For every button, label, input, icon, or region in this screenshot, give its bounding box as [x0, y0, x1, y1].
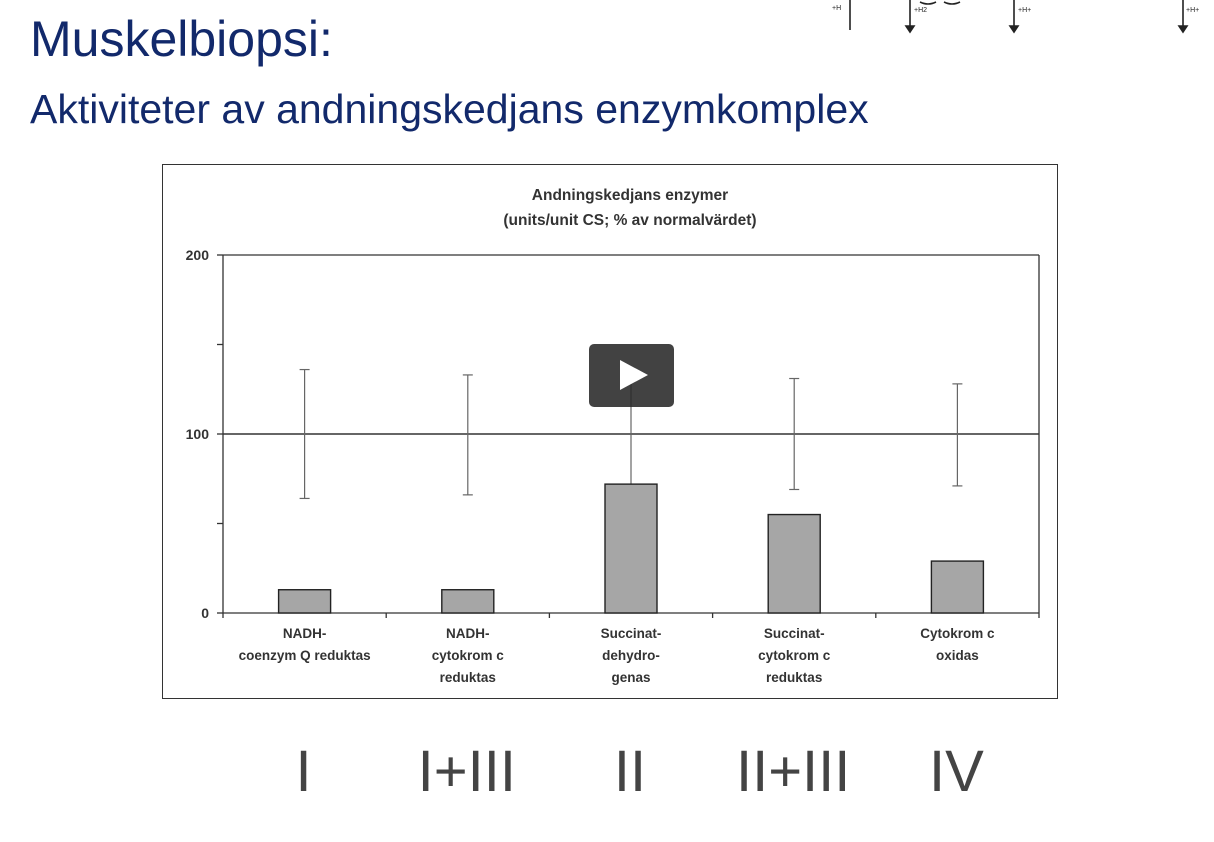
y-tick-label: 0 — [201, 605, 209, 621]
category-label: Succinat- — [764, 626, 825, 641]
category-label: genas — [611, 670, 650, 685]
slide-subtitle: Aktiviteter av andningskedjans enzymkomp… — [30, 86, 869, 132]
deco-label-1: +H — [832, 5, 841, 12]
category-label: dehydro- — [602, 648, 660, 663]
video-play-button[interactable] — [589, 344, 674, 407]
category-label: cytokrom c — [758, 648, 831, 663]
category-label: cytokrom c — [432, 648, 505, 663]
chart-frame: Andningskedjans enzymer (units/unit CS; … — [162, 164, 1058, 699]
complex-label: II+III — [735, 739, 851, 804]
category-label: NADH- — [283, 626, 327, 641]
deco-label-4: +H+ — [1186, 7, 1199, 14]
bar — [767, 513, 821, 614]
category-label: oxidas — [936, 648, 979, 663]
bar — [441, 589, 495, 614]
complex-label: IV — [928, 739, 984, 804]
category-label: NADH- — [446, 626, 490, 641]
bar — [604, 483, 658, 614]
enzyme-activity-chart: Andningskedjans enzymer (units/unit CS; … — [186, 187, 1040, 685]
category-label: reduktas — [766, 670, 822, 685]
chart-title-line-2: (units/unit CS; % av normalvärdet) — [503, 212, 756, 229]
category-label: reduktas — [440, 670, 496, 685]
complex-label: I+III — [417, 739, 516, 804]
y-tick-label: 100 — [186, 426, 210, 442]
category-label: Cytokrom c — [920, 626, 995, 641]
category-label: coenzym Q reduktas — [239, 648, 371, 663]
chart-title-line-1: Andningskedjans enzymer — [532, 187, 728, 204]
respiratory-chain-decoration: +H +H2 +H+ +H+ — [832, 0, 1199, 34]
play-icon[interactable] — [620, 360, 648, 390]
slide-title: Muskelbiopsi: — [30, 11, 333, 67]
complex-label: I — [295, 739, 312, 804]
complex-label: II — [613, 739, 647, 804]
bar — [277, 589, 332, 614]
bar — [930, 560, 985, 614]
category-label: Succinat- — [601, 626, 662, 641]
deco-label-2: +H2 — [914, 7, 927, 14]
y-tick-label: 200 — [186, 247, 210, 263]
deco-label-3: +H+ — [1018, 7, 1031, 14]
